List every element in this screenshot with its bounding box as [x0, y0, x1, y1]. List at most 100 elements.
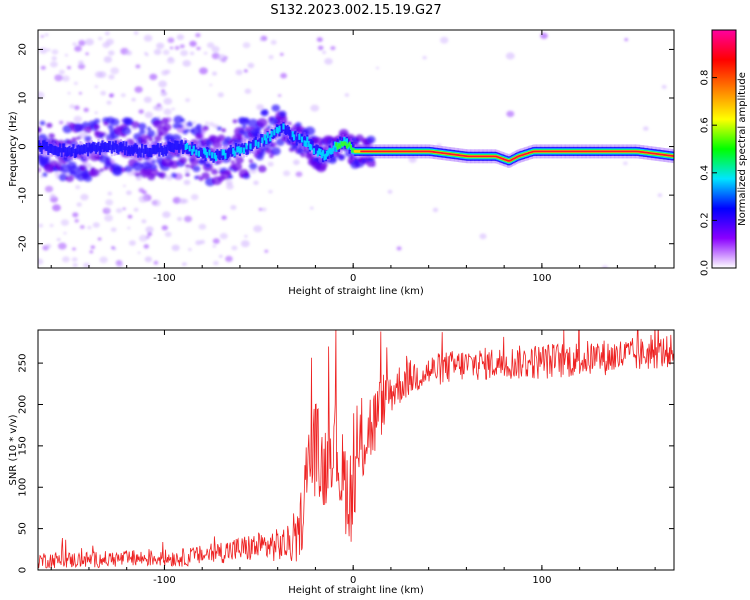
spectrogram-ridge-cell: [623, 150, 626, 153]
spectrogram-ridge-cell: [355, 150, 358, 153]
spectrogram-halo-blob: [105, 156, 111, 162]
spectrogram-ridge-cell: [307, 141, 310, 147]
spectrogram-ridge-cell: [509, 159, 512, 162]
spectrogram-halo-blob: [185, 164, 190, 169]
spectrogram-ridge-cell: [392, 150, 395, 153]
spectrogram-ridge-cell: [351, 142, 354, 152]
spectrogram-y-label: Frequency (Hz): [8, 111, 19, 187]
spectrogram-ridge-cell: [433, 151, 436, 153]
spectrogram-ridge-cell: [127, 145, 130, 155]
spectrogram-ridge-cell: [376, 150, 379, 153]
spectrogram-ridge-cell: [82, 144, 86, 154]
spectrogram-noise-blob: [153, 49, 162, 55]
spectrogram-ridge-cell: [637, 150, 640, 153]
spectrogram-noise-blob: [176, 34, 185, 41]
spectrogram-ridge-cell: [133, 144, 136, 154]
spectrogram-ridge-cell: [503, 158, 506, 161]
spectrogram-noise-blob: [67, 66, 71, 70]
spectrogram-ridge-cell: [60, 148, 63, 158]
spectrogram-noise-blob: [69, 104, 75, 109]
spectrogram-ridge-cell: [499, 157, 502, 159]
spectrogram-noise-blob: [195, 240, 202, 246]
spectrogram-ridge-cell: [669, 154, 672, 157]
spectrogram-noise-blob: [264, 249, 269, 253]
spectrogram-ridge-cell: [256, 139, 259, 149]
spectrogram-halo-blob: [256, 118, 268, 128]
spectrogram-noise-blob: [89, 250, 94, 254]
spectrogram-noise-blob: [92, 222, 100, 228]
spectrogram-noise-blob: [40, 35, 45, 38]
spectrogram-ridge-cell: [327, 149, 330, 156]
spectrogram-ridge-cell: [146, 147, 149, 157]
spectrogram-ridge-cell: [594, 150, 597, 153]
spectrogram-noise-blob: [205, 121, 209, 125]
spectrogram-ridge-cell: [129, 147, 132, 157]
spectrogram-noise-blob: [108, 50, 115, 56]
spectrogram-ridge-cell: [435, 151, 438, 154]
spectrogram-ridge-cell: [152, 144, 156, 154]
spectrogram-noise-blob: [149, 73, 158, 81]
spectrogram-halo-blob: [138, 122, 147, 130]
spectrogram-ridge-cell: [166, 144, 169, 154]
spectrogram-noise-blob: [49, 223, 54, 228]
spectrogram-noise-blob: [125, 50, 132, 56]
spectrogram-ridge-cell: [237, 146, 240, 153]
spectrogram-ridge-cell: [77, 144, 80, 154]
spectrogram-ridge-cell: [71, 147, 74, 157]
spectrogram-noise-blob: [54, 172, 60, 177]
spectrogram-ridge-cell: [501, 158, 504, 160]
spectrogram-ridge-cell: [496, 156, 499, 158]
spectrogram-halo-blob: [98, 154, 109, 163]
spectrogram-halo-blob: [83, 174, 93, 182]
spectrogram-ridge-cell: [258, 138, 261, 148]
spectrogram-ridge-cell: [98, 146, 101, 155]
spectrogram-ridge-cell: [414, 150, 417, 153]
spectrogram-halo-blob: [337, 154, 346, 161]
spectrogram-ridge-cell: [368, 150, 371, 153]
spectrogram-ridge-cell: [504, 159, 507, 161]
spectrogram-noise-blob: [90, 245, 96, 249]
spectrogram-ridge-cell: [429, 150, 432, 153]
spectrogram-ridge-cell: [617, 150, 621, 153]
spectrogram-ridge-cell: [229, 144, 232, 154]
spectrogram-noise-blob: [152, 199, 161, 207]
spectrogram-ridge-cell: [377, 150, 380, 153]
spectrogram-noise-blob: [172, 197, 182, 204]
spectrogram-ridge-cell: [631, 150, 634, 153]
spectrogram-ridge-cell: [595, 150, 598, 153]
spectrogram-ridge-cell: [294, 130, 297, 140]
spectrogram-halo-blob: [271, 104, 281, 112]
spectrogram-noise-blob: [153, 105, 159, 111]
spectrogram-noise-blob: [115, 208, 123, 214]
spectrogram-ridge-cell: [143, 145, 146, 154]
spectrogram-ridge-cell: [39, 142, 42, 152]
spectrogram-noise-blob: [161, 225, 168, 231]
spectrogram-x-label: Height of straight line (km): [288, 286, 424, 297]
spectrogram-ridge-cell: [468, 155, 471, 158]
spectrogram-ridge-cell: [571, 150, 574, 153]
spectrogram-noise-blob: [47, 48, 51, 52]
spectrogram-ridge-cell: [105, 143, 108, 153]
spectrogram-ridge-cell: [608, 150, 611, 153]
spectrogram-ridge-cell: [193, 144, 197, 154]
spectrogram-ridge-cell: [570, 150, 573, 153]
spectrogram-ridge-cell: [135, 144, 138, 154]
spectrogram-ridge-cell: [549, 150, 552, 153]
spectrogram-ridge-cell: [440, 152, 444, 154]
spectrogram-noise-blob: [44, 33, 49, 37]
spectrogram-ridge-cell: [418, 150, 421, 153]
spectrogram-noise-blob: [244, 88, 252, 94]
spectrogram-ridge-cell: [182, 145, 185, 154]
spectrogram-noise-blob: [94, 71, 104, 78]
spectrogram-halo-blob: [123, 117, 134, 126]
spectrogram-noise-blob: [171, 244, 180, 251]
spectrogram-noise-blob: [181, 263, 186, 266]
spectrogram-ridge-cell: [471, 155, 474, 158]
spectrogram-noise-blob: [105, 199, 114, 206]
spectrogram-noise-blob: [280, 72, 287, 79]
spectrogram-noise-blob: [62, 256, 70, 263]
spectrogram-noise-blob: [156, 103, 162, 108]
spectrogram-noise-blob: [105, 208, 111, 212]
spectrogram-ridge-cell: [253, 138, 256, 148]
spectrogram-ridge-cell: [114, 140, 117, 150]
